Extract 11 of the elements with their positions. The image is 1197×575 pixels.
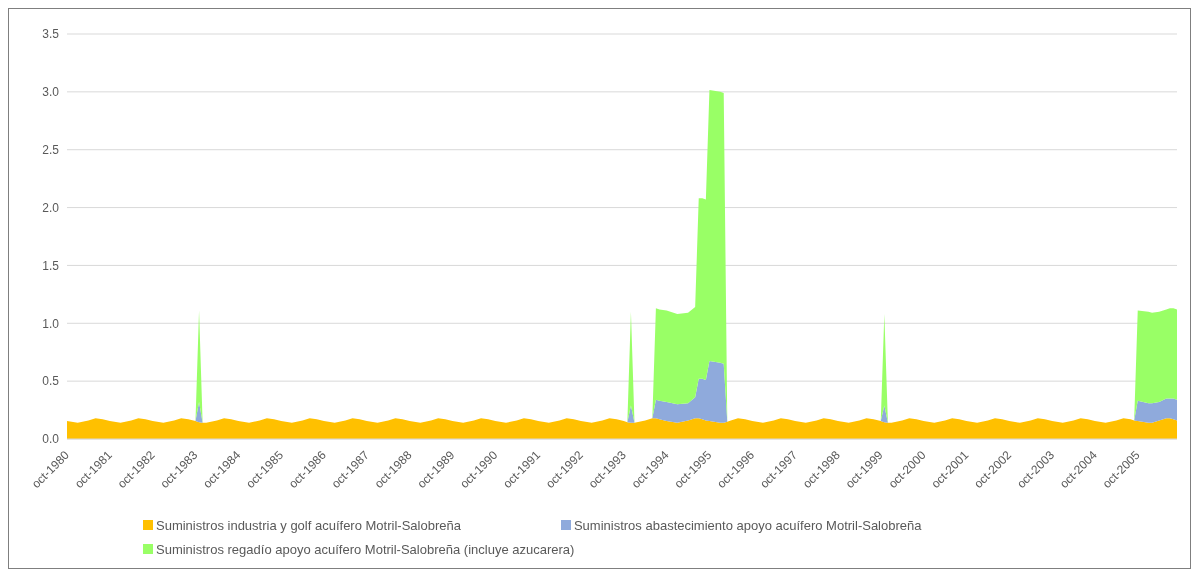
y-tick-label: 0.5	[42, 374, 60, 389]
legend-label: Suministros industria y golf acuífero Motril-Salobreña	[155, 517, 461, 535]
y-tick-label: 2.5	[42, 142, 60, 157]
y-tick-label: 2.0	[42, 200, 60, 215]
legend-label: Suministros regadío apoyo acuífero Motril-Salobreña (incluye azucarera)	[155, 541, 575, 559]
y-tick-label: 3.0	[42, 85, 60, 100]
y-tick-label: 3.5	[42, 27, 60, 42]
y-tick-label: 0.0	[42, 432, 60, 447]
y-tick-label: 1.0	[42, 316, 60, 331]
y-tick-label: 1.5	[42, 258, 60, 273]
legend-label: Suministros abastecimiento apoyo acuífero Motril-Salobreña	[572, 517, 922, 535]
